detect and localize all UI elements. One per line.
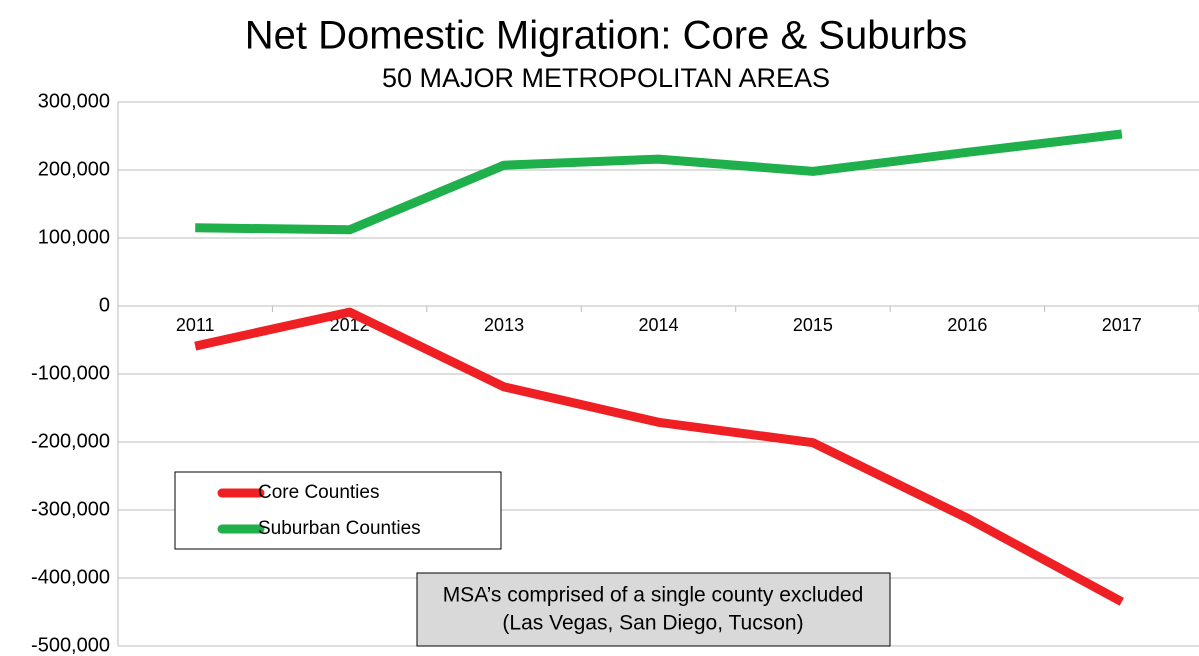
line-series xyxy=(195,129,1123,235)
y-tick-label: -500,000 xyxy=(31,634,110,656)
y-tick-label: 100,000 xyxy=(38,226,110,248)
x-tick-label: 2015 xyxy=(793,315,833,335)
y-tick-label: -300,000 xyxy=(31,498,110,520)
x-tick-label: 2011 xyxy=(176,315,215,335)
y-tick-label: -400,000 xyxy=(31,566,110,588)
y-tick-label: -200,000 xyxy=(31,430,110,452)
annotation-text: MSA’s comprised of a single county exclu… xyxy=(443,584,864,607)
x-tick-label: 2016 xyxy=(947,315,987,335)
line-series xyxy=(194,307,1124,606)
y-tick-label: -100,000 xyxy=(31,362,110,384)
annotation-box xyxy=(416,572,891,647)
y-tick-label: 0 xyxy=(99,294,110,316)
chart-title: Net Domestic Migration: Core & Suburbs xyxy=(245,14,968,58)
x-tick-label: 2014 xyxy=(638,315,678,335)
chart-subtitle: 50 MAJOR METROPOLITAN AREAS xyxy=(382,63,830,93)
legend-label: Suburban Counties xyxy=(258,518,421,539)
annotation-text: (Las Vegas, San Diego, Tucson) xyxy=(502,612,803,635)
legend-box xyxy=(174,471,502,550)
x-tick-label: 2013 xyxy=(484,315,524,335)
legend-label: Core Counties xyxy=(258,482,379,503)
y-tick-label: 200,000 xyxy=(38,158,110,180)
x-tick-label: 2017 xyxy=(1102,315,1142,335)
y-tick-label: 300,000 xyxy=(38,90,110,112)
